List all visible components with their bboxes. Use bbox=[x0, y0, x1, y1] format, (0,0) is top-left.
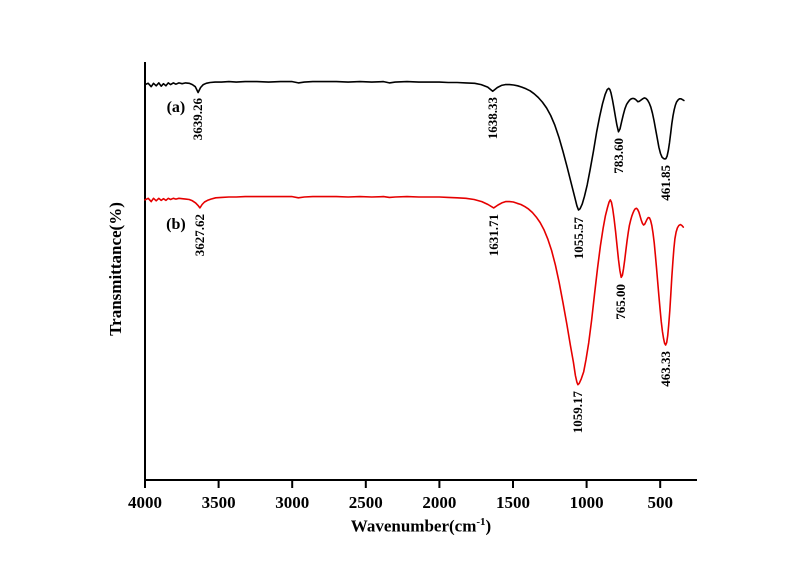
x-tick-label: 500 bbox=[647, 493, 673, 512]
x-axis-title-sup: -1 bbox=[476, 516, 486, 528]
x-tick-label: 2000 bbox=[422, 493, 456, 512]
peak-label-1631.71: 1631.71 bbox=[485, 214, 501, 257]
peak-label-3639.26: 3639.26 bbox=[189, 97, 205, 141]
peak-label-783.60: 783.60 bbox=[610, 138, 626, 174]
curve-b bbox=[144, 195, 685, 386]
peak-label-1638.33: 1638.33 bbox=[484, 96, 500, 139]
x-tick-label: 3000 bbox=[275, 493, 309, 512]
x-tick-label: 3500 bbox=[202, 493, 236, 512]
x-tick-label: 1500 bbox=[496, 493, 530, 512]
x-tick-label: 2500 bbox=[349, 493, 383, 512]
x-axis-title: Wavenumber(cm-1) bbox=[145, 516, 697, 537]
x-axis-title-close: ) bbox=[485, 516, 492, 536]
peak-label-1055.57: 1055.57 bbox=[570, 216, 586, 259]
x-tick-label: 4000 bbox=[128, 493, 162, 512]
x-tick-label: 1000 bbox=[570, 493, 604, 512]
peak-label-765.00: 765.00 bbox=[613, 283, 629, 320]
peak-label-3627.62: 3627.62 bbox=[191, 214, 207, 257]
series-label-a: (a) bbox=[166, 99, 186, 117]
curve-a bbox=[144, 80, 685, 211]
y-axis-title: Transmittance(%) bbox=[106, 202, 125, 336]
peak-label-463.33: 463.33 bbox=[657, 351, 673, 387]
peak-label-1059.17: 1059.17 bbox=[569, 390, 585, 433]
peak-label-461.85: 461.85 bbox=[657, 164, 673, 201]
x-axis-title-text: Wavenumber(cm bbox=[350, 516, 477, 536]
series-label-b: (b) bbox=[166, 216, 186, 234]
